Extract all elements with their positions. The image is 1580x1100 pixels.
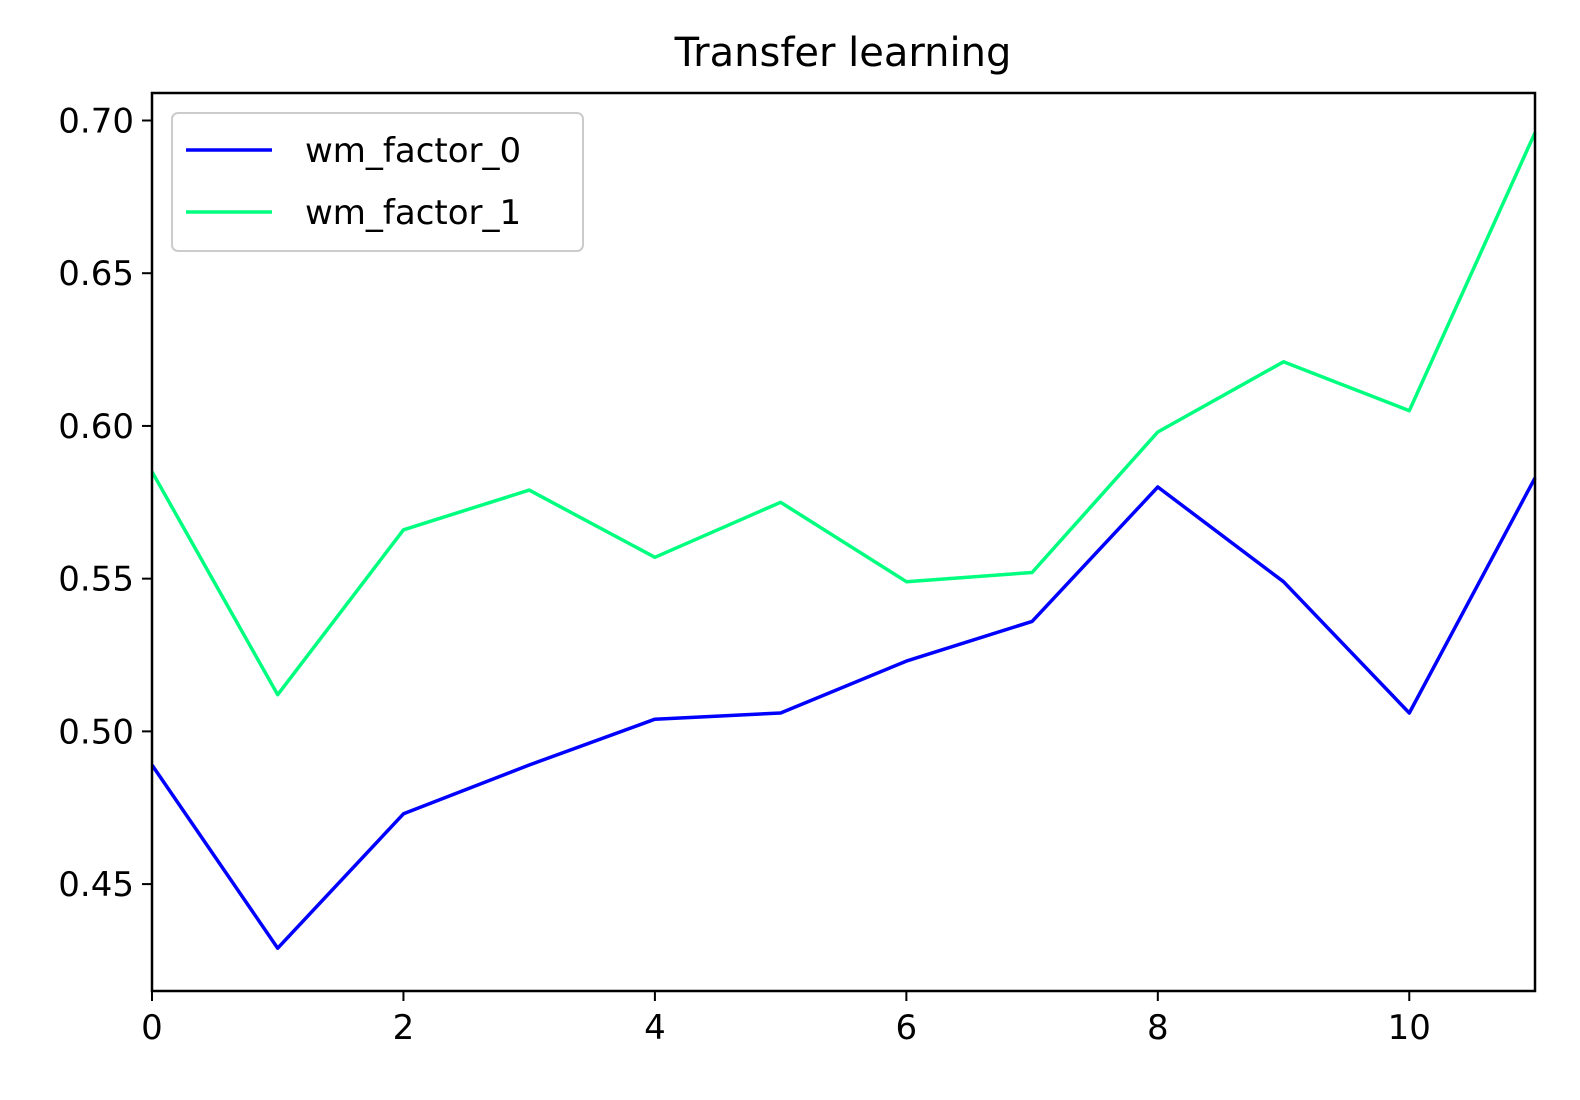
x-tick-label: 6 [896,1008,918,1048]
x-tick-label: 10 [1388,1008,1431,1048]
y-tick-label: 0.60 [58,407,134,447]
x-tick-label: 4 [644,1008,666,1048]
x-axis-ticks: 0 2 4 6 8 10 [141,991,1431,1048]
legend-box [171,112,584,252]
y-tick-label: 0.55 [58,560,134,600]
legend-label: wm_factor_0 [305,131,521,171]
legend: wm_factor_0 wm_factor_1 [171,112,584,252]
y-axis-ticks: 0.45 0.50 0.55 0.60 0.65 0.70 [58,101,152,905]
y-tick-label: 0.65 [58,254,134,294]
x-tick-label: 8 [1147,1008,1169,1048]
series-lines [150,131,1537,950]
series-line-wm-factor-1 [150,131,1537,697]
legend-label: wm_factor_1 [305,193,521,233]
y-tick-label: 0.45 [58,865,134,905]
x-tick-label: 0 [141,1008,163,1048]
y-tick-label: 0.70 [58,101,134,141]
series-line-wm-factor-0 [150,477,1537,950]
y-tick-label: 0.50 [58,712,134,752]
chart-title: Transfer learning [674,30,1012,76]
plot-area-frame [150,91,1537,993]
x-tick-label: 2 [393,1008,415,1048]
